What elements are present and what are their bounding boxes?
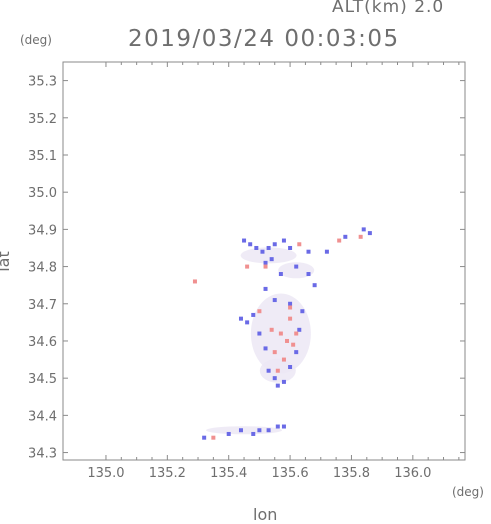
x-tick-label: 135.4 — [210, 466, 247, 481]
data-point — [276, 369, 280, 373]
x-tick-label: 135.0 — [87, 466, 124, 481]
y-tick-label: 35.3 — [28, 75, 57, 90]
data-point — [368, 231, 372, 235]
data-point — [282, 358, 286, 362]
data-point — [273, 376, 277, 380]
data-point — [282, 425, 286, 429]
data-point — [211, 436, 215, 440]
y-tick-label: 34.4 — [28, 409, 57, 424]
data-point — [242, 239, 246, 243]
y-tick-label: 34.9 — [28, 223, 57, 238]
data-point — [288, 365, 292, 369]
data-point — [264, 346, 268, 350]
data-point — [288, 305, 292, 309]
data-point — [343, 235, 347, 239]
data-point — [264, 261, 268, 265]
data-point — [294, 332, 298, 336]
data-point — [306, 272, 310, 276]
data-point — [362, 227, 366, 231]
data-point — [337, 239, 341, 243]
data-point — [202, 436, 206, 440]
data-point — [239, 428, 243, 432]
y-tick-label: 34.8 — [28, 261, 57, 276]
data-point — [267, 428, 271, 432]
data-point — [193, 279, 197, 283]
data-point — [306, 250, 310, 254]
data-point — [227, 432, 231, 436]
y-tick-label: 34.6 — [28, 335, 57, 350]
data-point — [291, 343, 295, 347]
data-point — [245, 265, 249, 269]
data-point — [294, 265, 298, 269]
data-point — [264, 265, 268, 269]
axis-ticks: 135.0 135.2 135.4 135.6 135.8 136.0 34.3 34.4 34… — [28, 62, 465, 481]
x-tick-label: 136.0 — [394, 466, 431, 481]
data-point — [297, 242, 301, 246]
data-point — [282, 380, 286, 384]
data-point — [288, 302, 292, 306]
y-tick-label: 34.5 — [28, 372, 57, 387]
data-point — [325, 250, 329, 254]
data-point — [273, 298, 277, 302]
data-point — [294, 350, 298, 354]
data-point — [254, 246, 258, 250]
x-tick-label: 135.8 — [333, 466, 370, 481]
y-tick-label: 35.1 — [28, 149, 57, 164]
y-tick-label: 34.3 — [28, 447, 57, 462]
data-point — [276, 384, 280, 388]
data-point — [288, 317, 292, 321]
data-point — [270, 328, 274, 332]
y-tick-label: 35.0 — [28, 186, 57, 201]
data-point — [359, 235, 363, 239]
data-point — [300, 309, 304, 313]
data-point — [279, 272, 283, 276]
data-point — [270, 257, 274, 261]
data-point — [288, 246, 292, 250]
data-point — [297, 328, 301, 332]
data-point — [267, 369, 271, 373]
data-point — [257, 428, 261, 432]
x-tick-label: 135.2 — [149, 466, 186, 481]
data-point — [273, 242, 277, 246]
data-point — [285, 339, 289, 343]
data-point — [257, 309, 261, 313]
data-point — [251, 432, 255, 436]
data-point — [251, 313, 255, 317]
data-point — [282, 239, 286, 243]
data-point — [239, 317, 243, 321]
data-point — [273, 350, 277, 354]
data-point — [260, 250, 264, 254]
data-point — [248, 242, 252, 246]
echo-region-background — [206, 247, 314, 434]
data-point — [245, 320, 249, 324]
x-tick-label: 135.6 — [271, 466, 308, 481]
echo-region — [206, 426, 282, 434]
data-point — [267, 246, 271, 250]
data-point — [264, 287, 268, 291]
data-point — [279, 332, 283, 336]
data-point — [313, 283, 317, 287]
data-point — [276, 425, 280, 429]
data-point — [257, 332, 261, 336]
y-tick-label: 34.7 — [28, 298, 57, 313]
y-tick-label: 35.2 — [28, 112, 57, 127]
